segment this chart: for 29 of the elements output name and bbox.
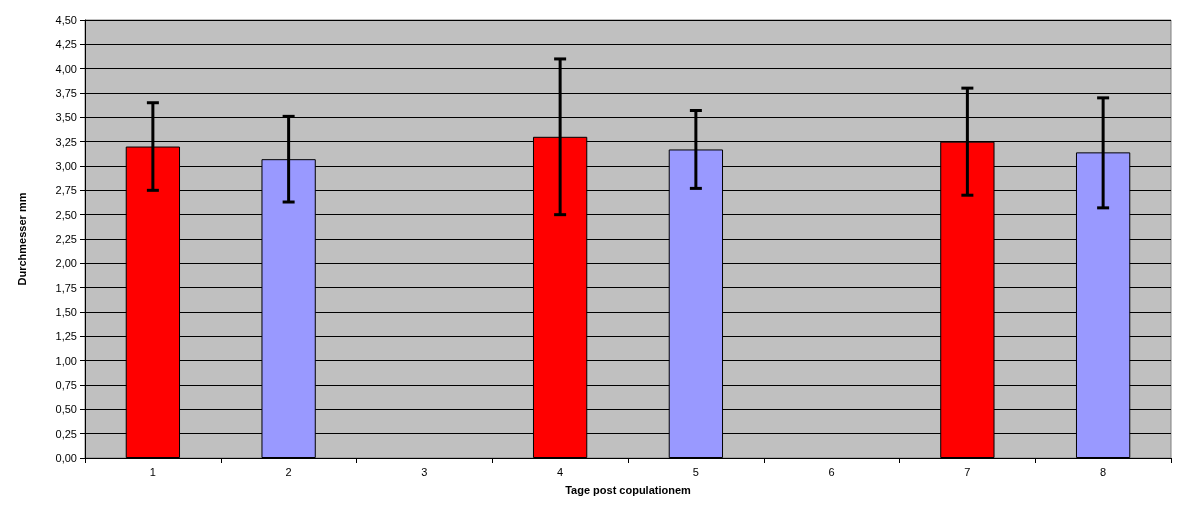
- y-tick-label: 4,25: [55, 38, 77, 51]
- x-tick-label: 7: [964, 465, 971, 478]
- y-tick-label: 0,25: [55, 427, 77, 440]
- y-tick-label: 3,25: [55, 135, 77, 148]
- y-tick-label: 1,50: [55, 306, 77, 318]
- y-tick-label: 1,25: [55, 330, 77, 343]
- x-tick-label: 4: [557, 465, 564, 478]
- y-tick-label: 2,25: [55, 233, 77, 245]
- y-tick-label: 4,50: [55, 14, 77, 26]
- y-tick-label: 3,75: [55, 87, 77, 99]
- x-tick-label: 8: [1100, 465, 1107, 478]
- x-axis-title: Tage post copulationem: [565, 483, 692, 496]
- y-tick-label: 1,00: [55, 354, 77, 367]
- y-tick-label: 1,75: [55, 281, 77, 294]
- y-axis-title: Durchmesser mm: [15, 192, 28, 286]
- y-tick-label: 2,75: [55, 184, 77, 197]
- y-tick-label: 3,50: [55, 111, 77, 124]
- y-tick-label: 0,00: [55, 452, 77, 464]
- y-tick-label: 0,75: [55, 379, 77, 391]
- x-tick-label: 1: [149, 465, 156, 478]
- x-tick-label: 5: [692, 465, 699, 478]
- x-tick-label: 2: [285, 465, 292, 478]
- x-tick-label: 3: [421, 465, 428, 478]
- x-tick-label: 6: [828, 465, 835, 478]
- y-tick-label: 2,50: [55, 208, 77, 221]
- y-tick-label: 4,00: [55, 62, 77, 75]
- y-tick-label: 2,00: [55, 257, 77, 270]
- y-tick-label: 0,50: [55, 403, 77, 416]
- y-tick-label: 3,00: [55, 160, 77, 172]
